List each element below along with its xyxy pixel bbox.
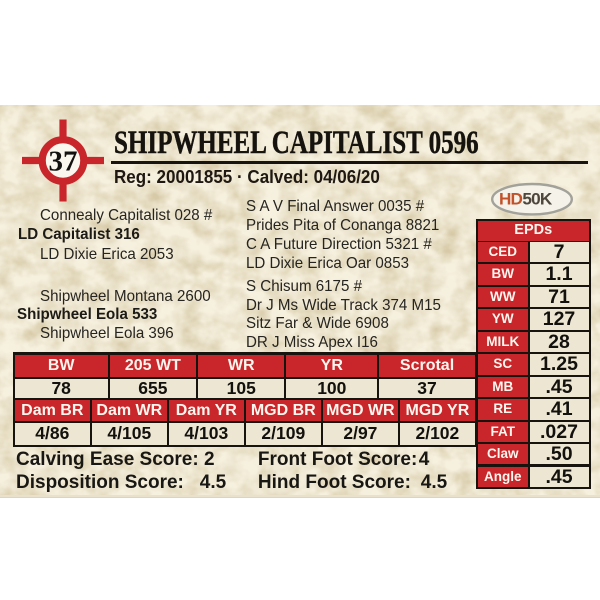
svg-text:HD: HD — [499, 190, 523, 209]
svg-text:50K: 50K — [522, 190, 552, 209]
svg-text:37: 37 — [49, 146, 78, 178]
